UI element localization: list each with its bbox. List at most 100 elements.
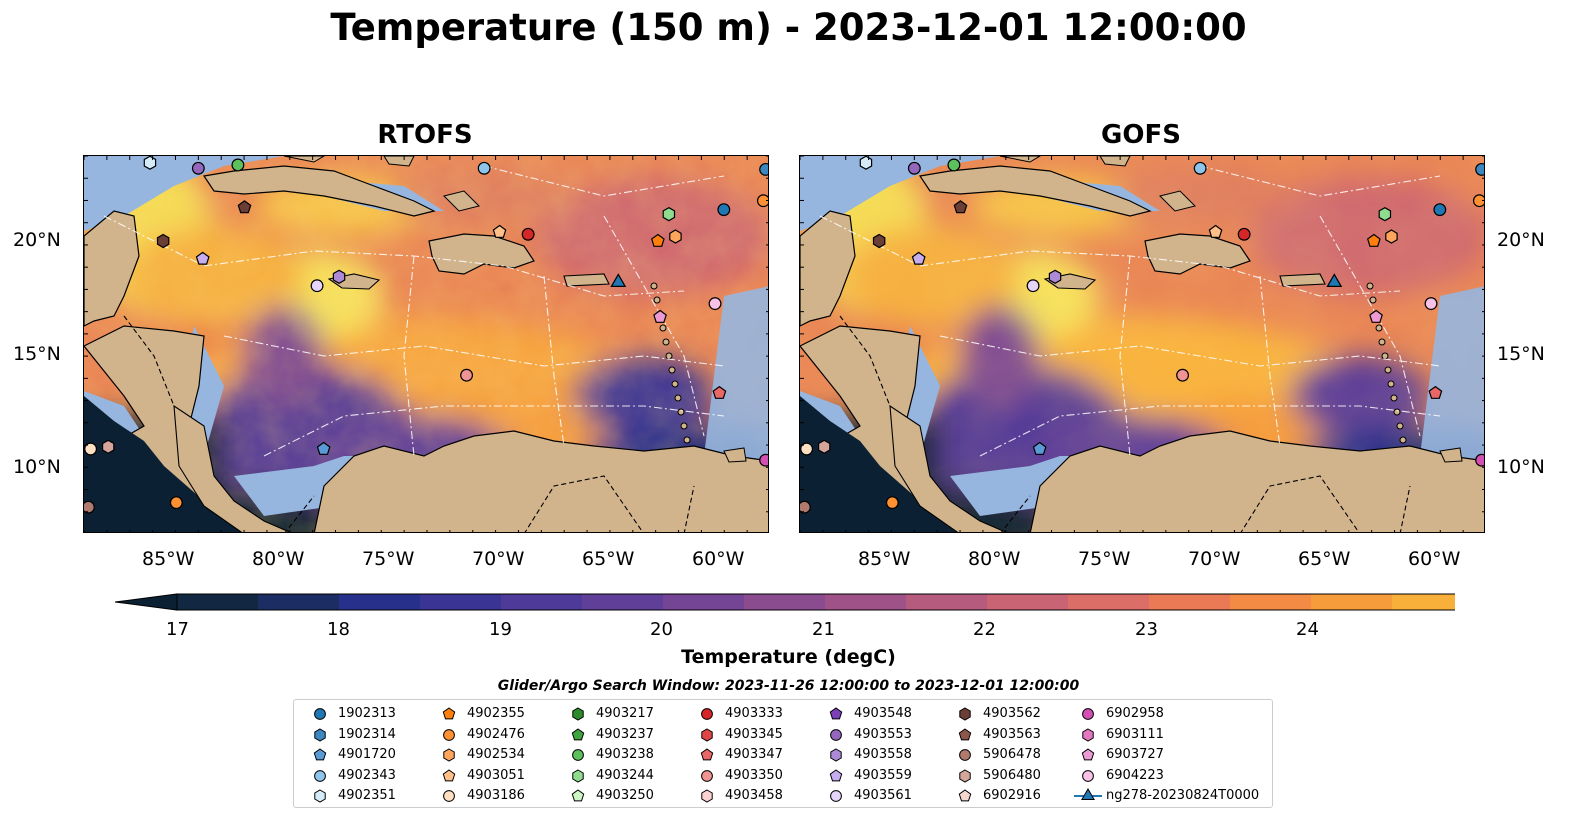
lat-label-20n-right: 20°N <box>1497 229 1545 251</box>
legend-marker-icon <box>959 768 971 783</box>
float-marker[interactable] <box>872 233 886 249</box>
float-marker[interactable] <box>1385 229 1398 244</box>
float-marker[interactable] <box>102 439 115 454</box>
float-marker[interactable] <box>1237 227 1251 241</box>
float-marker[interactable] <box>332 269 346 284</box>
colorbar-tick-18: 18 <box>327 619 350 640</box>
float-marker[interactable] <box>84 442 98 456</box>
lon-label-60w-gofs: 60°W <box>1408 548 1461 570</box>
float-marker[interactable] <box>712 385 727 399</box>
float-marker[interactable] <box>947 158 961 172</box>
float-marker[interactable] <box>885 496 899 510</box>
legend-label: 4903563 <box>983 726 1041 742</box>
legend-label: 6902916 <box>983 788 1041 803</box>
legend: 1902313 1902314 4901720 4902343 4902351 49023… <box>293 699 1273 808</box>
float-marker[interactable] <box>492 224 507 238</box>
rtofs-map[interactable] <box>83 155 769 533</box>
float-marker[interactable] <box>156 233 170 249</box>
legend-label: 4902343 <box>338 767 396 783</box>
float-marker[interactable] <box>662 207 676 222</box>
float-marker[interactable] <box>669 229 682 244</box>
legend-marker-icon <box>829 707 843 720</box>
colorbar-swatch <box>1068 594 1150 610</box>
float-marker[interactable] <box>759 162 769 176</box>
colorbar-swatch <box>339 594 421 610</box>
colorbar-tick-17: 17 <box>166 619 189 640</box>
float-marker[interactable] <box>1326 273 1343 287</box>
colorbar-swatch <box>582 594 664 610</box>
float-marker[interactable] <box>191 161 205 175</box>
float-marker[interactable] <box>1472 194 1485 208</box>
float-marker[interactable] <box>907 161 921 175</box>
float-marker[interactable] <box>1475 162 1485 176</box>
colorbar-swatch <box>1230 594 1312 610</box>
colorbar-tick-23: 23 <box>1135 619 1158 640</box>
float-marker[interactable] <box>756 194 769 208</box>
float-marker[interactable] <box>1048 269 1062 284</box>
float-marker[interactable] <box>1369 309 1383 323</box>
legend-marker-icon <box>701 708 713 720</box>
legend-marker-icon <box>443 790 455 802</box>
legend-label: 4902351 <box>338 788 396 803</box>
float-marker[interactable] <box>460 368 474 382</box>
float-marker[interactable] <box>143 156 157 170</box>
float-marker[interactable] <box>477 161 491 175</box>
float-marker[interactable] <box>237 200 252 214</box>
float-marker[interactable] <box>1176 368 1190 382</box>
lat-label-20n: 20°N <box>13 229 61 251</box>
legend-marker-icon <box>829 768 843 781</box>
float-marker[interactable] <box>521 227 535 241</box>
legend-marker-icon <box>314 789 326 803</box>
lon-label-65w-gofs: 65°W <box>1298 548 1351 570</box>
float-marker[interactable] <box>800 500 811 514</box>
gofs-map[interactable] <box>799 155 1485 533</box>
float-marker[interactable] <box>169 496 183 510</box>
float-marker[interactable] <box>1208 224 1223 238</box>
float-marker[interactable] <box>1032 441 1047 455</box>
legend-marker-icon <box>442 768 456 781</box>
float-marker[interactable] <box>1428 385 1443 399</box>
lat-label-10n: 10°N <box>13 456 61 478</box>
legend-marker-icon <box>314 708 326 720</box>
float-marker[interactable] <box>195 251 210 265</box>
float-marker[interactable] <box>708 297 722 311</box>
float-marker[interactable] <box>818 439 831 454</box>
float-marker[interactable] <box>653 309 667 323</box>
float-marker[interactable] <box>859 156 873 170</box>
legend-marker-icon <box>1081 748 1095 761</box>
colorbar-swatch <box>1149 594 1231 610</box>
float-marker[interactable] <box>610 273 627 287</box>
float-marker[interactable] <box>759 453 769 467</box>
legend-label: 5906480 <box>983 767 1041 783</box>
legend-marker-icon <box>1082 708 1094 720</box>
legend-label: 4903237 <box>596 726 654 742</box>
legend-marker-icon <box>313 748 327 761</box>
legend-label: 4903558 <box>854 747 912 762</box>
float-marker[interactable] <box>1366 233 1381 247</box>
float-marker[interactable] <box>84 500 95 514</box>
float-marker[interactable] <box>800 442 814 456</box>
legend-marker-icon <box>571 789 585 802</box>
float-marker[interactable] <box>1026 279 1040 293</box>
float-marker[interactable] <box>1378 207 1392 222</box>
panel-title-gofs: GOFS <box>1101 120 1181 150</box>
legend-title: Glider/Argo Search Window: 2023-11-26 12… <box>497 678 1080 694</box>
float-marker[interactable] <box>310 279 324 293</box>
float-marker[interactable] <box>650 233 665 247</box>
float-marker[interactable] <box>1193 161 1207 175</box>
legend-label: 4903345 <box>725 726 783 742</box>
colorbar-swatch <box>501 594 583 610</box>
float-marker[interactable] <box>1424 297 1438 311</box>
float-marker[interactable] <box>231 158 245 172</box>
colorbar-swatch <box>1392 594 1455 610</box>
float-marker[interactable] <box>1475 453 1485 467</box>
float-marker[interactable] <box>717 203 731 217</box>
float-marker[interactable] <box>953 200 968 214</box>
legend-label: 6902958 <box>1106 706 1164 721</box>
float-marker[interactable] <box>911 251 926 265</box>
legend-label: 5906478 <box>983 747 1041 762</box>
float-marker[interactable] <box>1433 203 1447 217</box>
float-marker[interactable] <box>316 441 331 455</box>
colorbar-swatch <box>825 594 907 610</box>
colorbar-swatch <box>744 594 826 610</box>
